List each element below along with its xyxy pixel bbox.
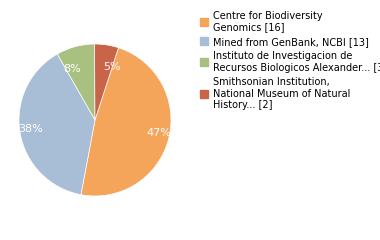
Text: 8%: 8% [63, 64, 81, 74]
Wedge shape [81, 48, 171, 196]
Text: 47%: 47% [147, 128, 171, 138]
Wedge shape [95, 44, 119, 120]
Text: 5%: 5% [103, 62, 121, 72]
Wedge shape [19, 54, 95, 195]
Legend: Centre for Biodiversity
Genomics [16], Mined from GenBank, NCBI [13], Instituto : Centre for Biodiversity Genomics [16], M… [199, 10, 380, 111]
Wedge shape [57, 44, 95, 120]
Text: 38%: 38% [18, 124, 43, 134]
